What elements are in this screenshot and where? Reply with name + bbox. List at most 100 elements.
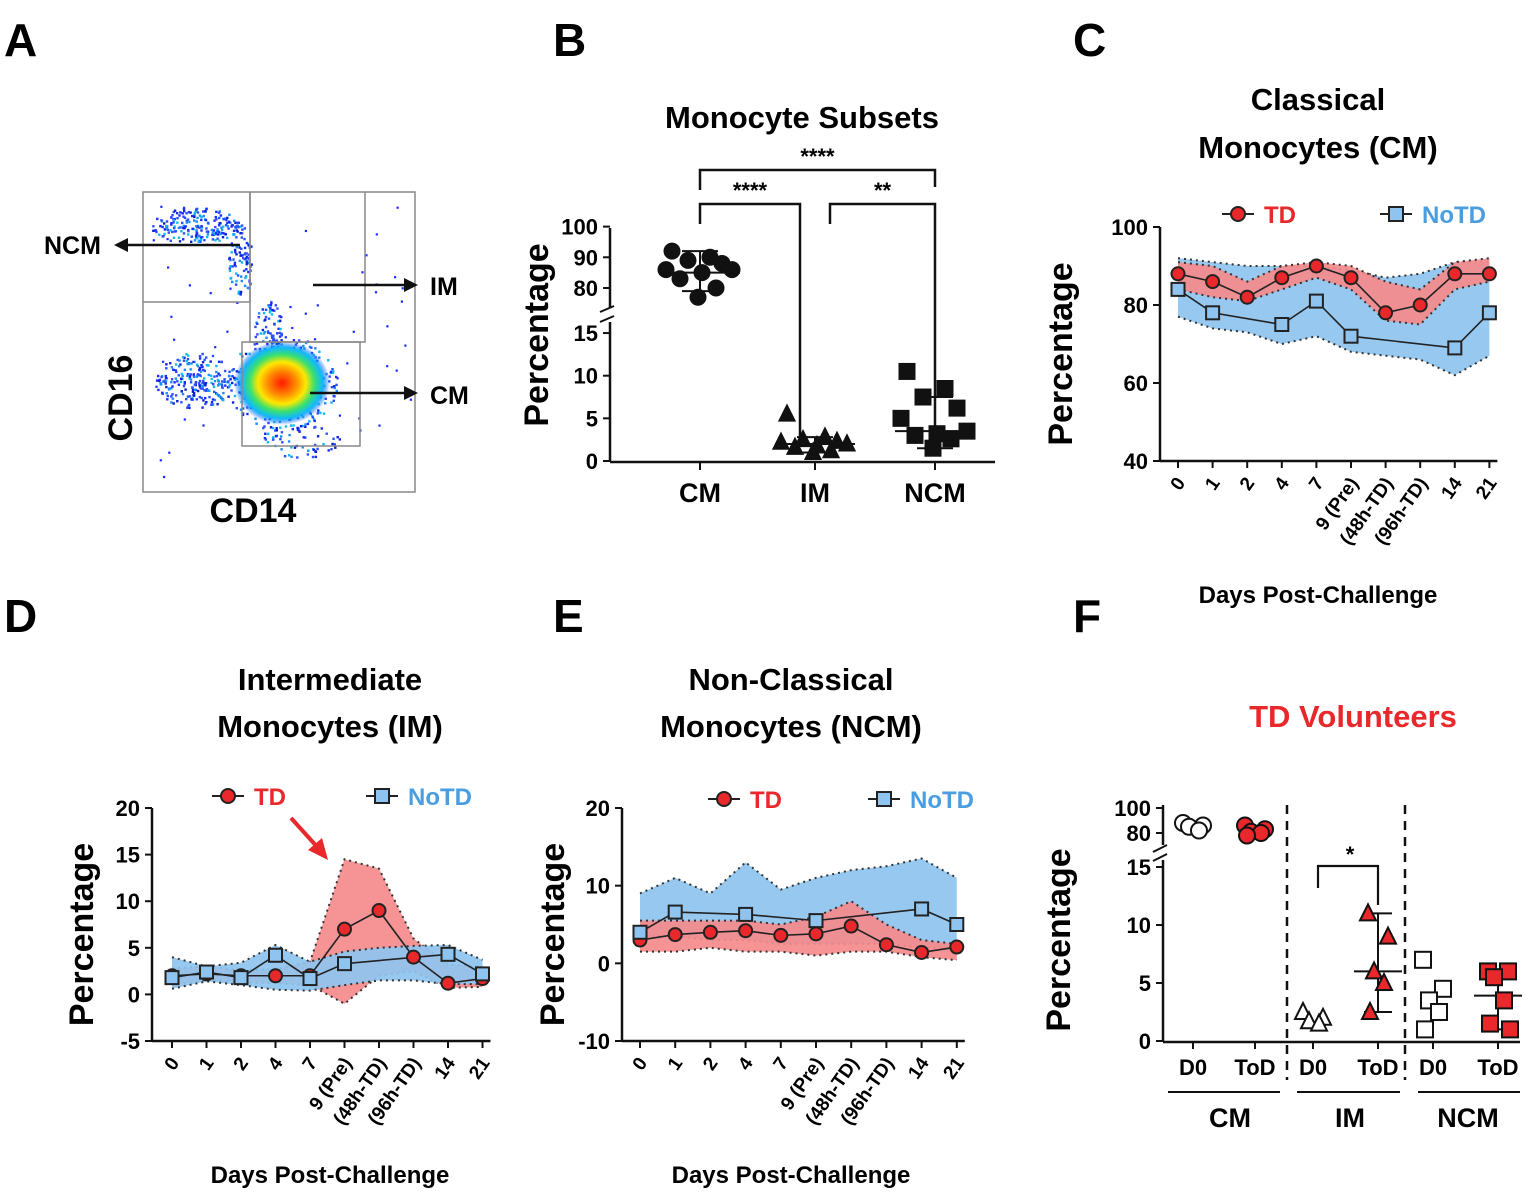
flow-event <box>160 219 163 222</box>
flow-event <box>240 236 243 239</box>
flow-event <box>278 331 282 335</box>
flow-event <box>214 239 217 242</box>
flow-event <box>352 330 355 333</box>
flow-event <box>180 401 183 404</box>
flow-event <box>201 406 204 409</box>
flow-event <box>266 330 270 333</box>
y-tick-label: 0 <box>586 449 598 474</box>
y-tick-label: 0 <box>1139 1029 1151 1054</box>
flow-event <box>291 326 294 330</box>
flow-event <box>228 257 231 261</box>
gate-label-im: IM <box>430 273 458 301</box>
x-tick-label: 2 <box>699 1054 722 1075</box>
flow-event <box>176 221 179 224</box>
flow-event <box>172 236 176 239</box>
flow-event <box>152 239 155 242</box>
flow-event <box>202 379 205 383</box>
flow-event <box>192 374 195 377</box>
legend-marker-td <box>1230 206 1246 222</box>
significance-label: ** <box>874 178 892 203</box>
flow-event <box>267 305 271 309</box>
flow-event <box>291 427 294 431</box>
flow-event <box>227 374 231 378</box>
flow-event <box>196 364 200 368</box>
flow-event <box>187 373 191 376</box>
data-point <box>1434 979 1452 998</box>
flow-event <box>317 409 320 412</box>
data-point <box>689 288 707 306</box>
flow-event <box>195 363 199 366</box>
flow-event <box>154 229 157 232</box>
flow-event <box>218 224 221 227</box>
flow-event <box>235 407 238 410</box>
flow-event <box>287 440 291 443</box>
flow-event <box>240 279 243 283</box>
flow-event <box>240 275 243 278</box>
flow-event <box>173 381 176 384</box>
flow-event <box>333 395 336 398</box>
flow-event <box>271 438 275 441</box>
notd-point <box>1447 340 1463 356</box>
flow-event <box>182 359 186 362</box>
arrowhead-im <box>404 278 418 292</box>
flow-event <box>186 218 190 221</box>
flow-event <box>215 210 218 213</box>
flow-event <box>165 225 168 228</box>
x-tick-label: 4 <box>734 1053 758 1074</box>
flow-event <box>304 312 307 315</box>
flow-event <box>199 238 203 241</box>
y-tick-label: 100 <box>1111 215 1148 240</box>
flow-event <box>231 401 235 404</box>
x-tick-label: IM <box>800 478 830 508</box>
flow-event <box>233 376 236 380</box>
flow-event <box>211 231 214 234</box>
flow-event <box>205 364 208 367</box>
flow-event <box>187 233 190 236</box>
flow-event <box>232 368 235 371</box>
data-point <box>803 441 823 460</box>
flow-event <box>200 215 203 219</box>
flow-event <box>242 412 245 415</box>
legend-marker-td <box>716 791 732 807</box>
td-point <box>949 939 965 955</box>
flow-event <box>278 335 282 338</box>
notd-point <box>440 946 456 962</box>
flow-event <box>170 381 173 384</box>
x-tick-label: ToD <box>1234 1055 1275 1080</box>
flow-event <box>159 381 162 385</box>
flow-event <box>227 395 230 398</box>
flow-event <box>401 287 404 290</box>
flow-event <box>262 426 265 430</box>
data-point <box>1190 821 1208 840</box>
flow-event <box>198 395 201 399</box>
flow-event <box>223 369 227 373</box>
flow-event <box>280 448 283 451</box>
flow-event <box>268 309 272 312</box>
flow-event <box>273 309 276 312</box>
flow-event <box>314 443 317 447</box>
flow-event <box>205 207 208 210</box>
flow-event <box>222 225 225 228</box>
flow-event <box>302 436 305 439</box>
flow-event <box>243 253 246 256</box>
flow-event <box>181 212 184 215</box>
panel-label-e: E <box>553 590 584 642</box>
flow-event <box>190 240 193 243</box>
axis-break-mark <box>599 315 615 323</box>
flow-event <box>262 311 266 315</box>
flow-event <box>306 453 310 456</box>
flow-event <box>333 386 336 390</box>
flow-event <box>208 395 211 399</box>
td-point <box>1412 297 1428 313</box>
flow-event <box>193 239 197 242</box>
td-point <box>1447 266 1463 282</box>
y-tick-label: -5 <box>120 1029 140 1054</box>
flow-event <box>165 363 168 366</box>
notd-point <box>302 971 318 987</box>
flow-event <box>191 214 194 218</box>
flow-event <box>169 362 172 365</box>
x-tick-label: 7 <box>299 1054 322 1075</box>
x-tick-label: D0 <box>1419 1055 1447 1080</box>
flow-event <box>172 402 175 405</box>
arrowhead-cm <box>404 386 418 400</box>
